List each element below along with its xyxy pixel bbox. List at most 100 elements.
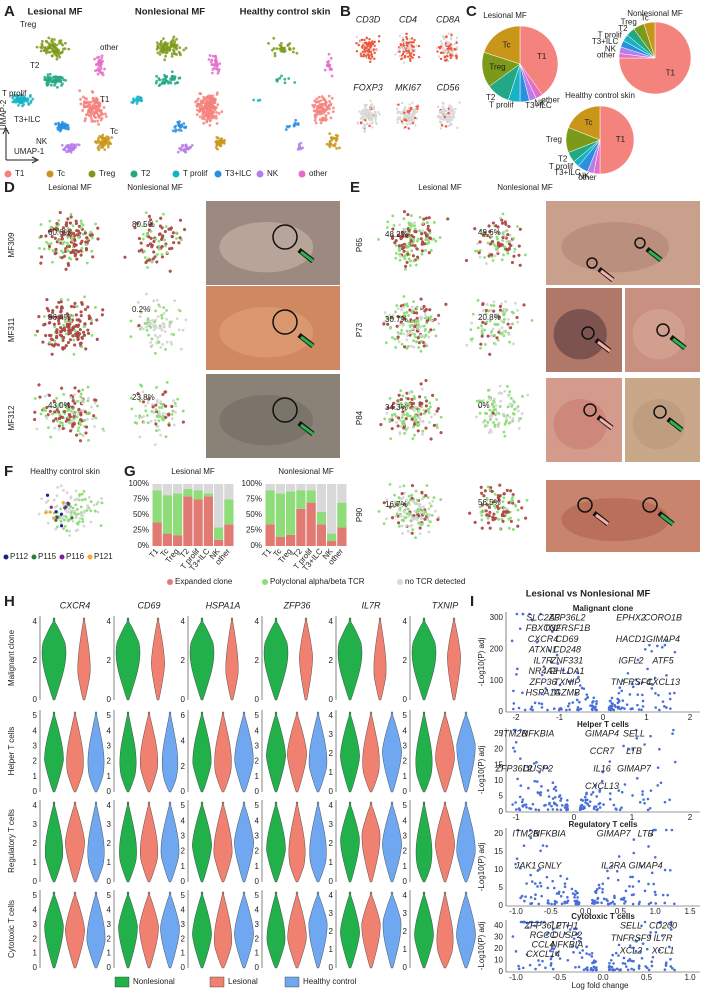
volcano-point (528, 807, 531, 810)
umap-point (179, 219, 182, 222)
umap-point (58, 428, 61, 431)
volcano-point (638, 964, 641, 967)
violin (160, 892, 179, 968)
umap-point (71, 406, 74, 409)
umap-point (492, 222, 495, 225)
violin (416, 712, 432, 792)
umap-point (208, 112, 211, 115)
clone-percent: 20.8% (478, 313, 501, 322)
volcano-point (541, 960, 544, 963)
umap-point (486, 424, 489, 427)
umap-point (323, 103, 326, 106)
umap-point (434, 510, 437, 513)
umap-point (144, 410, 147, 413)
expr-point (412, 50, 414, 52)
volcano-point (654, 902, 657, 905)
expr-point (401, 102, 403, 104)
legend-dot (88, 555, 93, 560)
umap-point (222, 141, 225, 144)
umap-point (411, 437, 414, 440)
volcano-point (617, 879, 620, 882)
umap-point (383, 417, 386, 420)
umap-point (74, 503, 77, 506)
gene-label: SELL (623, 728, 645, 738)
umap-point (150, 245, 153, 248)
umap-point (421, 243, 424, 246)
umap-point (154, 443, 157, 446)
umap-point (417, 336, 420, 339)
umap-point (485, 514, 488, 517)
umap-point (483, 329, 486, 332)
x-tick-label: -0.5 (553, 973, 567, 982)
umap-point (480, 324, 483, 327)
umap-point (80, 412, 83, 415)
volcano-point (654, 891, 657, 894)
umap-point (409, 519, 412, 522)
y-tick-label: 0 (499, 967, 504, 976)
volcano-point (600, 902, 603, 905)
umap-point (406, 311, 409, 314)
volcano-point (538, 702, 541, 705)
umap-point (420, 340, 423, 343)
y-tick-label: 25% (246, 526, 262, 535)
expr-point (374, 118, 376, 120)
stacked-bar (307, 503, 316, 546)
umap-point (83, 102, 86, 105)
umap-point (487, 517, 490, 520)
umap-point (156, 425, 159, 428)
umap-point (410, 242, 413, 245)
umap-point (490, 330, 493, 333)
gene-label: GIMAP7 (617, 763, 652, 773)
umap-point (161, 329, 164, 332)
umap-point (504, 423, 507, 426)
umap-point (76, 508, 79, 511)
umap-point (72, 326, 75, 329)
expr-point (446, 40, 448, 42)
violin (412, 618, 436, 700)
volcano-point (540, 895, 543, 898)
umap-point (324, 69, 327, 72)
umap-point (87, 439, 90, 442)
volcano-point (534, 898, 537, 901)
volcano-point (592, 900, 595, 903)
expr-point (358, 44, 360, 46)
umap-point (402, 515, 405, 518)
umap-point (504, 223, 507, 226)
chart-title: Lesional MF (171, 467, 215, 476)
umap-point (419, 350, 422, 353)
volcano-point (640, 708, 643, 711)
volcano-point (577, 706, 580, 709)
umap-point (210, 61, 213, 64)
umap-point (144, 405, 147, 408)
expr-point (402, 123, 404, 125)
volcano-point (599, 806, 602, 809)
stacked-bar (224, 484, 233, 500)
expr-point (369, 100, 371, 102)
volcano-point (553, 903, 556, 906)
umap-point (403, 312, 406, 315)
gene-name: CD8A (436, 14, 460, 24)
volcano-point (539, 794, 542, 797)
volcano-point (654, 893, 657, 896)
umap-point (508, 416, 511, 419)
umap-point (104, 139, 107, 142)
umap-point (502, 236, 505, 239)
umap-point (427, 336, 430, 339)
umap-point (158, 429, 161, 432)
volcano-point (638, 708, 641, 711)
umap-point (162, 412, 165, 415)
volcano-point (592, 902, 595, 905)
expr-point (440, 58, 442, 60)
umap-point (288, 48, 291, 51)
umap-point (503, 246, 506, 249)
volcano-point (592, 791, 595, 794)
donor-point (52, 516, 55, 519)
expr-point (403, 61, 405, 63)
volcano-point (534, 808, 537, 811)
umap-point (502, 496, 505, 499)
y-tick-label: 20 (494, 745, 503, 754)
umap-point (526, 499, 529, 502)
umap-point (79, 249, 82, 252)
umap-point (50, 338, 53, 341)
umap-point (506, 251, 509, 254)
